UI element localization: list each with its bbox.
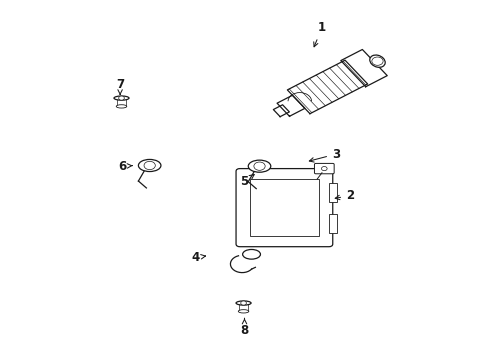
Ellipse shape <box>116 105 126 108</box>
Ellipse shape <box>114 96 129 100</box>
Text: 7: 7 <box>116 78 124 94</box>
Polygon shape <box>273 105 289 117</box>
Text: 4: 4 <box>191 251 205 264</box>
Polygon shape <box>340 49 386 87</box>
Circle shape <box>371 57 382 65</box>
Bar <box>328 214 336 233</box>
Bar <box>117 98 125 107</box>
Circle shape <box>240 301 246 305</box>
Circle shape <box>253 162 264 170</box>
Circle shape <box>321 167 326 171</box>
Text: 6: 6 <box>118 160 132 173</box>
Ellipse shape <box>238 310 248 313</box>
Polygon shape <box>277 95 304 116</box>
Circle shape <box>144 161 155 170</box>
Ellipse shape <box>248 160 270 172</box>
Ellipse shape <box>242 249 260 259</box>
Text: 3: 3 <box>309 148 340 162</box>
Text: 1: 1 <box>313 22 325 47</box>
Text: 5: 5 <box>240 175 254 188</box>
Bar <box>250 179 318 236</box>
Ellipse shape <box>236 301 250 305</box>
Bar <box>239 303 247 311</box>
Text: 2: 2 <box>335 189 353 202</box>
Bar <box>328 183 336 202</box>
FancyBboxPatch shape <box>314 163 333 174</box>
Ellipse shape <box>138 159 161 171</box>
Polygon shape <box>287 60 367 114</box>
Ellipse shape <box>369 55 385 67</box>
FancyBboxPatch shape <box>236 168 332 247</box>
Text: 8: 8 <box>240 318 248 337</box>
Circle shape <box>119 96 124 100</box>
